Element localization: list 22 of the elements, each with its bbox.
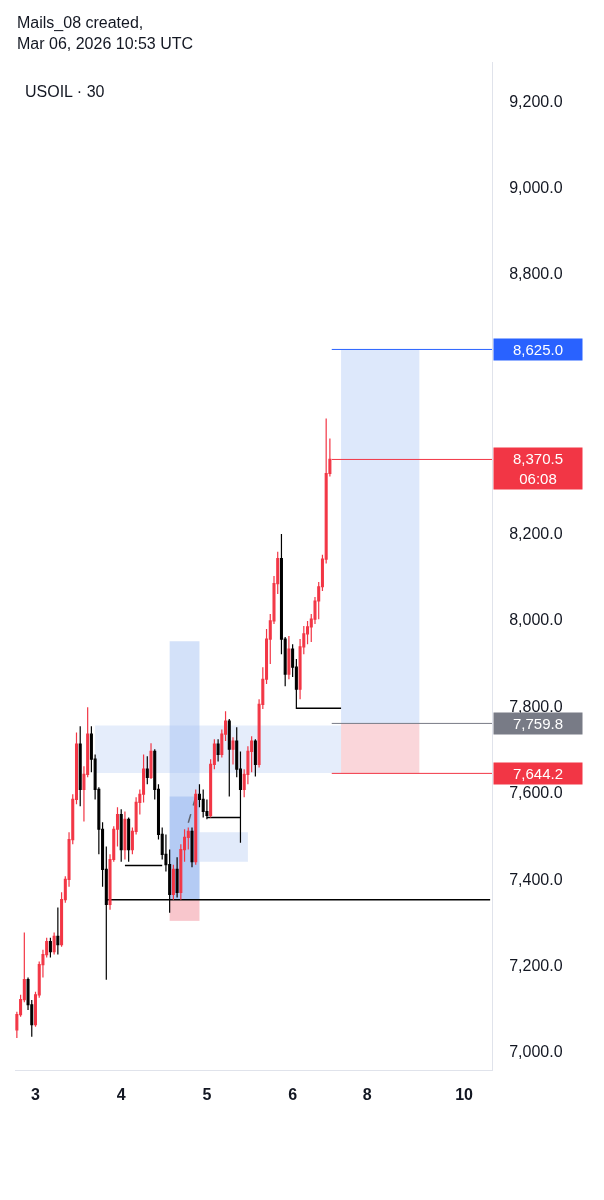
y-tick-label: 9,000.0: [509, 178, 563, 196]
x-tick-label: 5: [202, 1086, 212, 1104]
x-tick-label: 10: [455, 1086, 474, 1104]
y-tick-label: 7,200.0: [509, 957, 563, 974]
x-tick-label: 4: [116, 1086, 126, 1104]
y-tick-label: 7,400.0: [509, 870, 563, 888]
ref-line-label: 8,370.5 06:08: [512, 450, 564, 487]
x-tick-label: 3: [31, 1086, 41, 1104]
y-tick-label: 7,600.0: [509, 784, 563, 802]
y-tick-label: 7,000.0: [509, 1043, 563, 1061]
text: Mails_08 created, Mar 06, 2026 10:53 UTC: [17, 14, 194, 52]
text: USOIL · 30: [25, 82, 105, 100]
y-tick-label: 8,200.0: [509, 524, 563, 542]
x-tick-label: 8: [362, 1086, 372, 1104]
y-tick-label: 9,200.0: [509, 92, 563, 110]
y-tick-label: 8,000.0: [509, 611, 563, 629]
x-tick-label: 6: [288, 1086, 298, 1104]
y-tick-label: 7,800.0: [509, 697, 563, 715]
ref-line-label: 7,644.2: [512, 765, 564, 782]
y-tick-label: 8,800.0: [509, 265, 563, 283]
ref-line-label: 8,625.0: [512, 341, 564, 358]
ref-line-label: 7,759.8: [512, 715, 564, 732]
